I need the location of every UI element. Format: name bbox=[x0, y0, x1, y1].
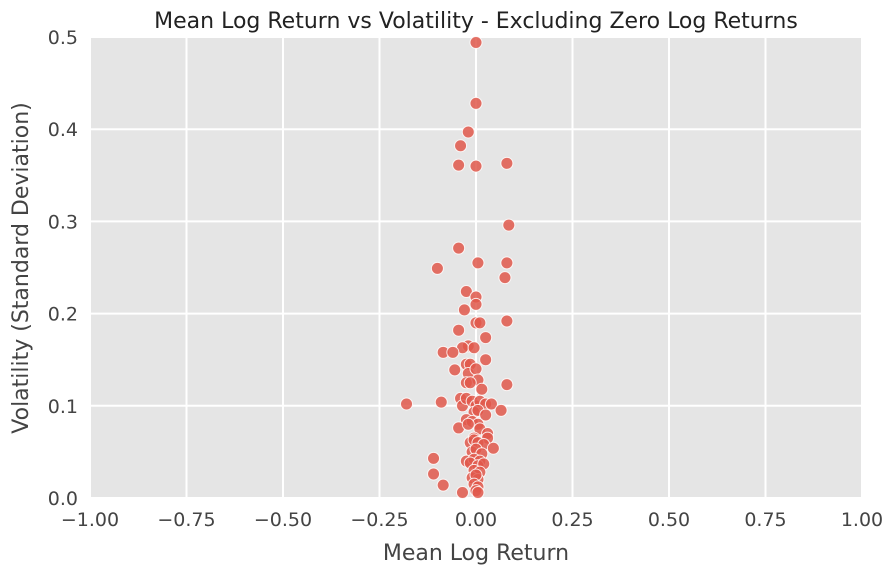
x-tick-labels: −1.00 −0.75 −0.50 −0.25 0.00 0.25 0.50 0.75 1.00 bbox=[61, 509, 883, 531]
data-point bbox=[446, 345, 460, 359]
data-point bbox=[479, 353, 493, 367]
chart-title: Mean Log Return vs Volatility - Excludin… bbox=[154, 9, 798, 34]
data-point bbox=[452, 241, 466, 255]
data-point bbox=[484, 397, 498, 411]
data-points bbox=[400, 36, 516, 499]
data-point bbox=[469, 362, 483, 376]
x-tick-label: 0.50 bbox=[648, 509, 690, 531]
data-point bbox=[471, 256, 485, 270]
data-point bbox=[400, 397, 414, 411]
data-point bbox=[436, 478, 450, 492]
data-point bbox=[475, 382, 489, 396]
data-point bbox=[500, 256, 514, 270]
data-point bbox=[479, 408, 493, 422]
data-point bbox=[502, 218, 516, 232]
x-tick-label: 0.00 bbox=[455, 509, 497, 531]
y-tick-label: 0.5 bbox=[48, 27, 78, 49]
data-point bbox=[500, 314, 514, 328]
data-point bbox=[461, 125, 475, 139]
data-point bbox=[469, 96, 483, 110]
data-point bbox=[459, 284, 473, 298]
data-point bbox=[461, 417, 475, 431]
data-point bbox=[500, 156, 514, 170]
data-point bbox=[469, 159, 483, 173]
data-point bbox=[500, 378, 514, 392]
data-point bbox=[452, 158, 466, 172]
x-tick-label: −0.25 bbox=[350, 509, 408, 531]
data-point bbox=[479, 331, 493, 345]
data-point bbox=[454, 139, 468, 153]
data-point bbox=[457, 303, 471, 317]
data-point bbox=[430, 261, 444, 275]
x-tick-label: −0.75 bbox=[157, 509, 215, 531]
x-tick-label: 0.25 bbox=[551, 509, 593, 531]
data-point bbox=[467, 341, 481, 355]
x-tick-label: −1.00 bbox=[61, 509, 119, 531]
data-point bbox=[427, 451, 441, 465]
y-tick-label: 0.2 bbox=[48, 304, 78, 326]
data-point bbox=[471, 485, 485, 499]
x-axis-label: Mean Log Return bbox=[383, 541, 569, 566]
data-point bbox=[486, 441, 500, 455]
data-point bbox=[463, 376, 477, 390]
data-point bbox=[448, 363, 462, 377]
y-tick-label: 0.4 bbox=[48, 119, 78, 141]
y-axis-label: Volatility (Standard Deviation) bbox=[9, 102, 34, 433]
x-tick-label: 1.00 bbox=[841, 509, 883, 531]
data-point bbox=[452, 323, 466, 337]
y-tick-label: 0.1 bbox=[48, 396, 78, 418]
x-tick-label: 0.75 bbox=[744, 509, 786, 531]
data-point bbox=[494, 403, 508, 417]
data-point bbox=[498, 271, 512, 285]
y-tick-label: 0.0 bbox=[48, 488, 78, 510]
data-point bbox=[469, 36, 483, 50]
data-point bbox=[473, 316, 487, 330]
data-point bbox=[427, 467, 441, 481]
x-tick-label: −0.50 bbox=[254, 509, 312, 531]
y-tick-label: 0.3 bbox=[48, 211, 78, 233]
data-point bbox=[469, 297, 483, 311]
data-point bbox=[455, 485, 469, 499]
y-tick-labels: 0.0 0.1 0.2 0.3 0.4 0.5 bbox=[48, 27, 78, 510]
data-point bbox=[434, 395, 448, 409]
